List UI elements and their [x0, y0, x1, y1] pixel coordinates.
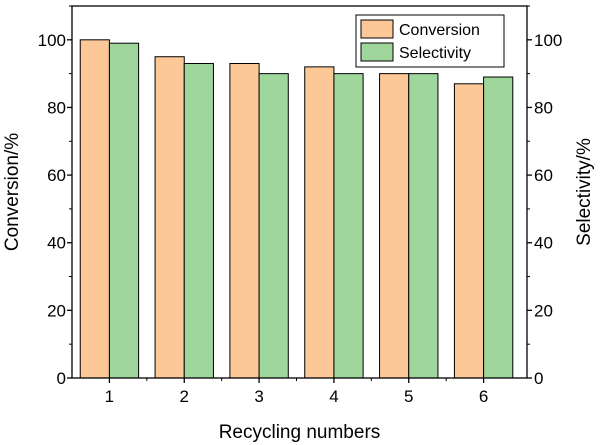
- y2-tick-label-40: 40: [534, 234, 553, 253]
- bar-selectivity-4: [333, 73, 364, 379]
- y-tick-label-40: 40: [47, 234, 66, 253]
- bar-conversion-2: [154, 56, 185, 379]
- x-axis-title: Recycling numbers: [219, 422, 381, 443]
- bar-selectivity-5: [408, 73, 439, 379]
- x-tick-label-3: 3: [254, 387, 263, 406]
- y2-tick-label-20: 20: [534, 301, 553, 320]
- y2-tick-label-60: 60: [534, 166, 553, 185]
- bar-selectivity-1: [108, 42, 140, 379]
- bar-selectivity-2: [183, 62, 214, 379]
- bar-conversion-3: [229, 62, 260, 379]
- y2-tick-label-80: 80: [534, 98, 553, 117]
- y2-tick-label-0: 0: [534, 369, 543, 388]
- bar-conversion-5: [379, 73, 410, 379]
- y-tick-label-80: 80: [47, 98, 66, 117]
- bar-selectivity-3: [258, 73, 289, 379]
- y-axis-title: Conversion/%: [2, 133, 23, 251]
- bars-group: [79, 39, 514, 379]
- y-tick-label-0: 0: [57, 369, 66, 388]
- y-tick-label-60: 60: [47, 166, 66, 185]
- y2-axis-title: Selectivity/%: [574, 138, 595, 246]
- bar-conversion-1: [79, 39, 110, 379]
- legend-swatch-conversion: [360, 19, 394, 39]
- plot-frame: [71, 5, 528, 379]
- x-tick-label-4: 4: [329, 387, 338, 406]
- x-tick-label-5: 5: [404, 387, 413, 406]
- x-tick-label-6: 6: [479, 387, 488, 406]
- y-tick-label-100: 100: [38, 31, 66, 50]
- legend: Conversion Selectivity: [355, 14, 505, 68]
- legend-label-conversion: Conversion: [399, 22, 480, 39]
- y-tick-label-20: 20: [47, 301, 66, 320]
- y2-tick-label-100: 100: [534, 31, 562, 50]
- legend-label-selectivity: Selectivity: [399, 45, 471, 62]
- x-tick-label-1: 1: [105, 387, 114, 406]
- bar-conversion-6: [453, 83, 485, 379]
- x-tick-label-2: 2: [180, 387, 189, 406]
- bar-conversion-4: [304, 66, 335, 379]
- bar-selectivity-6: [483, 76, 514, 379]
- legend-swatch-selectivity: [360, 42, 394, 62]
